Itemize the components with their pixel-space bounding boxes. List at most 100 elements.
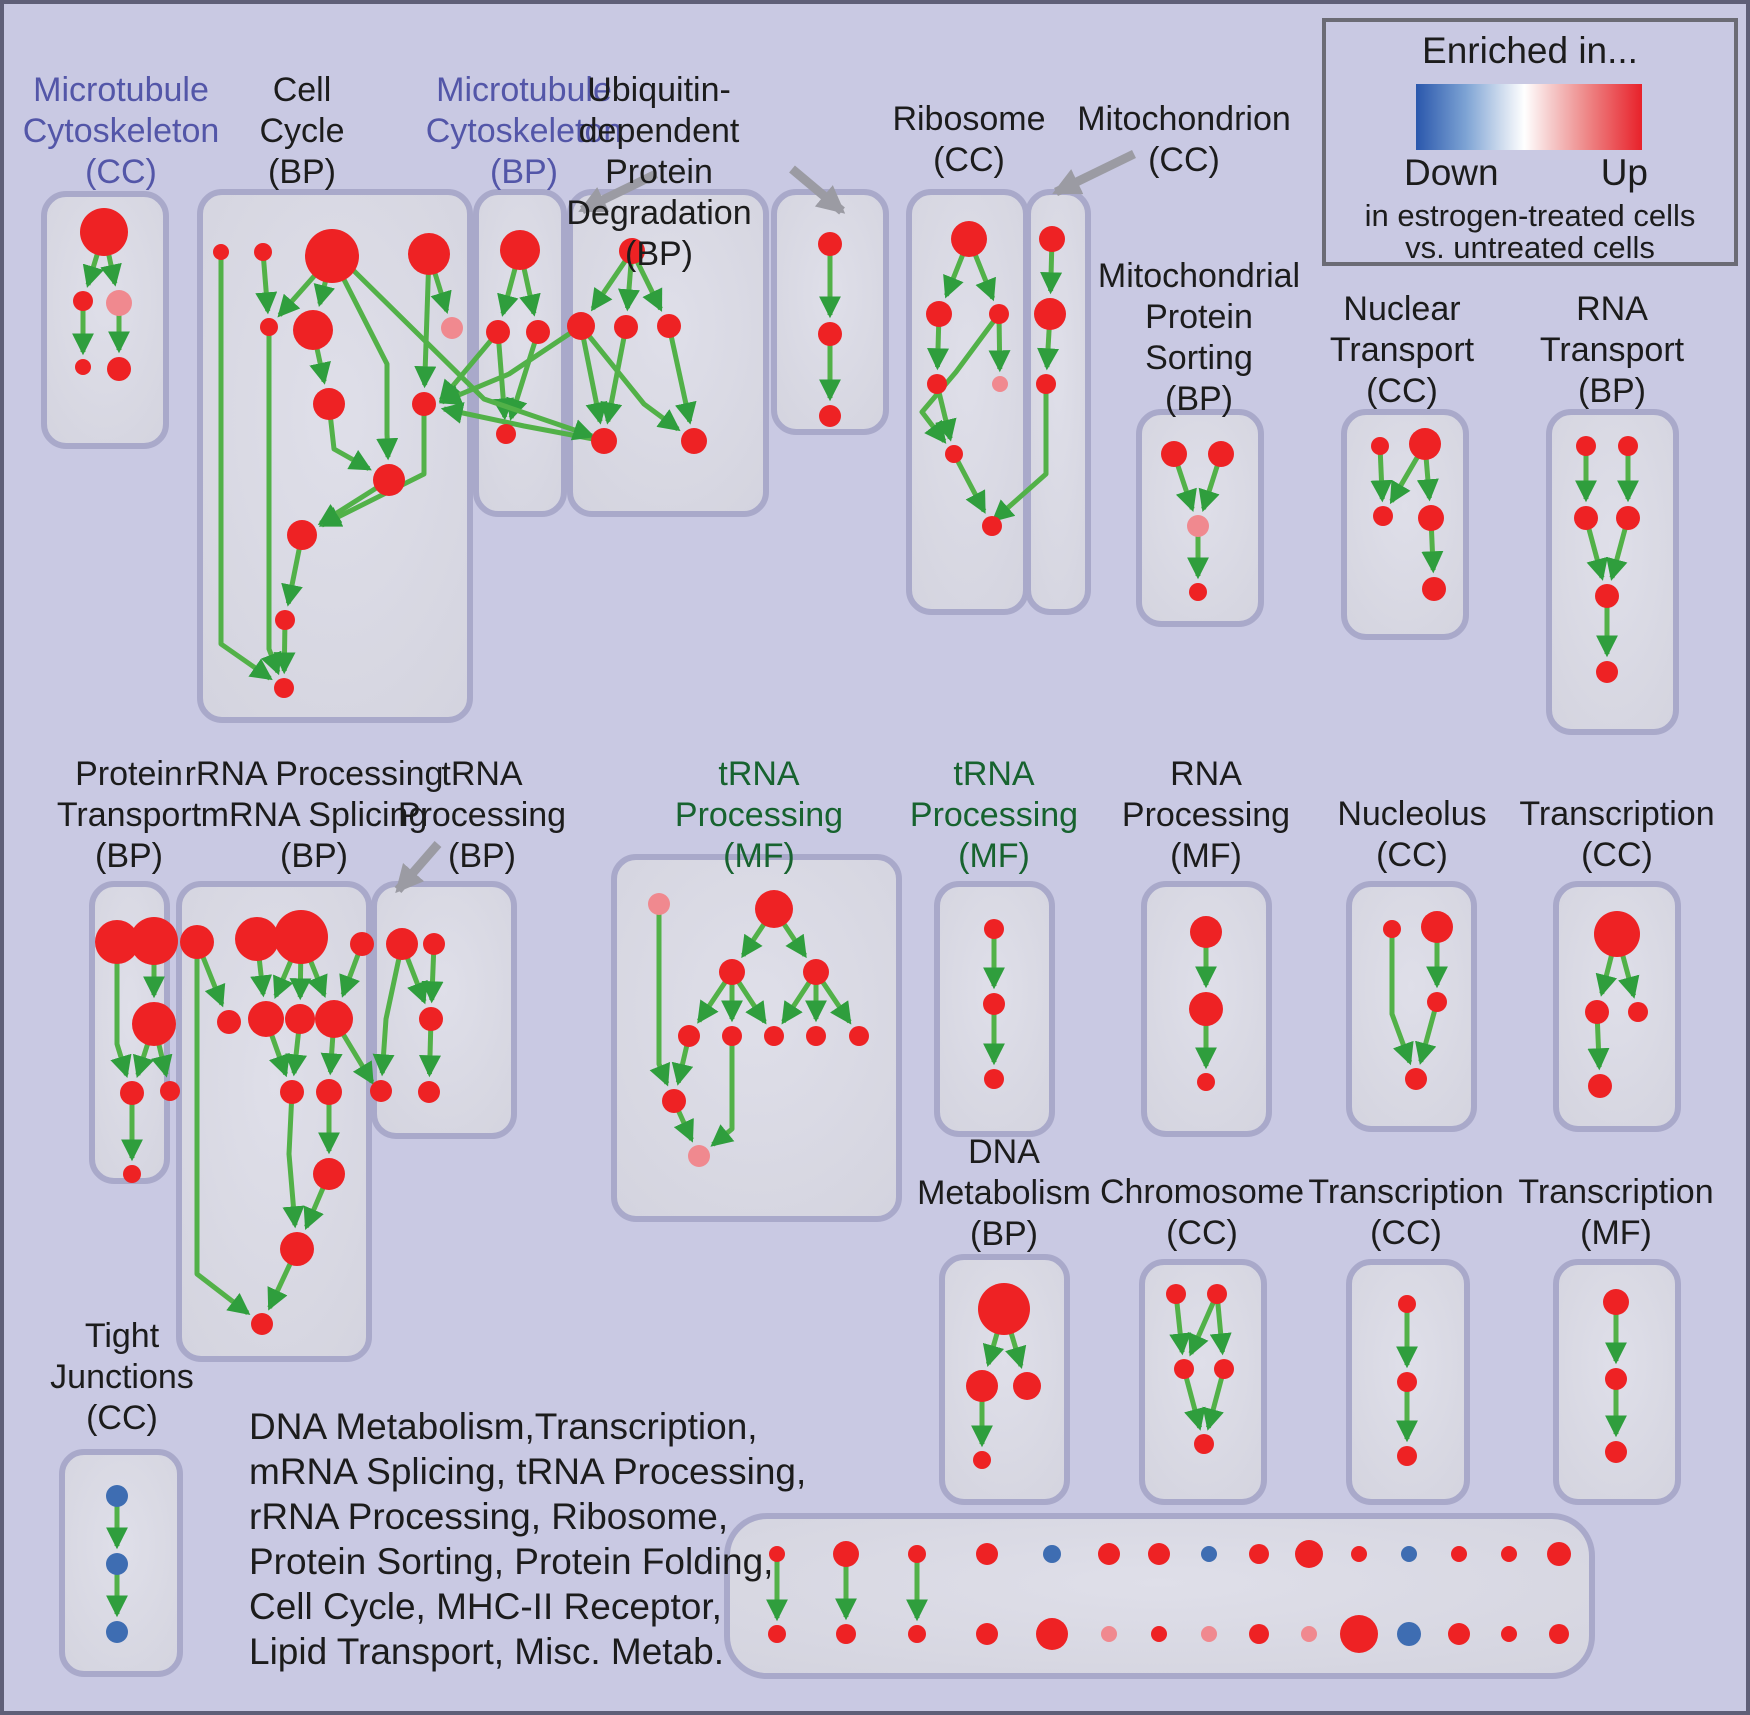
go-hierarchy-edge bbox=[1415, 1001, 1440, 1065]
go-term-node bbox=[989, 304, 1009, 324]
mitochondrial-protein-sorting-bp-label: Mitochondrial Protein Sorting (BP) bbox=[1097, 257, 1301, 418]
nuclear-transport-cc-box bbox=[1341, 409, 1469, 640]
go-term-node bbox=[769, 1546, 785, 1562]
go-term-node bbox=[160, 1081, 180, 1101]
go-term-node bbox=[1451, 1546, 1467, 1562]
go-term-node bbox=[496, 424, 516, 444]
go-term-node bbox=[80, 208, 128, 256]
go-term-node bbox=[836, 1624, 856, 1644]
go-term-node bbox=[275, 610, 295, 630]
go-term-node bbox=[806, 1026, 826, 1046]
go-hierarchy-edge bbox=[110, 942, 132, 1078]
misc-clusters-annotation: DNA Metabolism,Transcription, mRNA Splici… bbox=[249, 1404, 806, 1674]
annotation-line: rRNA Processing, Ribosome, bbox=[249, 1496, 729, 1537]
chromosome-cc-box bbox=[1139, 1259, 1267, 1505]
go-hierarchy-edge bbox=[1181, 1368, 1206, 1431]
microtubule-cytoskeleton-bp-label: Microtubule Cytoskeleton (BP) bbox=[425, 71, 623, 191]
go-term-node bbox=[386, 928, 418, 960]
go-term-node bbox=[1373, 506, 1393, 526]
go-term-node bbox=[1301, 1626, 1317, 1642]
go-term-node bbox=[619, 238, 645, 264]
go-term-node bbox=[1013, 1372, 1041, 1400]
go-term-node bbox=[1340, 1615, 1378, 1653]
go-term-node bbox=[1421, 911, 1453, 943]
go-term-node bbox=[849, 1026, 869, 1046]
go-term-node bbox=[945, 445, 963, 463]
go-term-node bbox=[1371, 437, 1389, 455]
ubiquitin-dependent-protein-degradation-bp-label: Ubiquitin-dependent Protein Degradation (BP… bbox=[566, 71, 752, 273]
go-term-node bbox=[305, 229, 359, 283]
go-term-node bbox=[274, 678, 294, 698]
go-term-node bbox=[316, 1079, 342, 1105]
go-term-node bbox=[764, 1026, 784, 1046]
go-term-node bbox=[1207, 1284, 1227, 1304]
cell-cycle-bp-label: Cell Cycle (BP) bbox=[259, 71, 345, 191]
go-term-node bbox=[285, 1004, 315, 1034]
go-term-node bbox=[976, 1543, 998, 1565]
go-term-node bbox=[1401, 1546, 1417, 1562]
go-term-node bbox=[951, 221, 987, 257]
annotation-line: mRNA Splicing, tRNA Processing, bbox=[249, 1451, 807, 1492]
go-term-node bbox=[350, 932, 374, 956]
go-term-node bbox=[500, 230, 540, 270]
node-layer bbox=[73, 208, 1648, 1653]
annotation-line: Lipid Transport, Misc. Metab. bbox=[249, 1631, 725, 1672]
go-term-node bbox=[818, 322, 842, 346]
trna-processing-bp-box bbox=[371, 881, 517, 1139]
go-term-node bbox=[1189, 583, 1207, 601]
go-term-node bbox=[1101, 1626, 1117, 1642]
go-term-node bbox=[486, 320, 510, 344]
annotation-line: DNA Metabolism,Transcription, bbox=[249, 1406, 758, 1447]
go-term-node bbox=[132, 1002, 176, 1046]
annotation-line: Cell Cycle, MHC-II Receptor, bbox=[249, 1586, 722, 1627]
go-hierarchy-edge bbox=[218, 252, 273, 681]
go-term-node bbox=[678, 1025, 700, 1047]
go-hierarchy-edge bbox=[649, 904, 671, 1087]
go-term-node bbox=[106, 1553, 128, 1575]
go-term-node bbox=[567, 312, 595, 340]
go-term-node bbox=[213, 244, 229, 260]
nucleolus-cc-box bbox=[1346, 881, 1477, 1132]
legend-scale-row: Down Up bbox=[1404, 152, 1648, 194]
go-term-node bbox=[1098, 1543, 1120, 1565]
go-term-node bbox=[1596, 661, 1618, 683]
go-term-node bbox=[978, 1283, 1030, 1335]
mitochondrion-cc-label: Mitochondrion (CC) bbox=[1077, 100, 1291, 179]
go-term-node bbox=[1422, 577, 1446, 601]
go-term-node bbox=[418, 1081, 440, 1103]
go-term-node bbox=[441, 317, 463, 339]
go-term-node bbox=[1034, 298, 1066, 330]
go-term-node bbox=[755, 890, 793, 928]
go-hierarchy-edge bbox=[194, 942, 251, 1316]
go-term-node bbox=[130, 917, 178, 965]
go-term-node bbox=[1208, 441, 1234, 467]
go-term-node bbox=[1501, 1626, 1517, 1642]
go-term-node bbox=[722, 1026, 742, 1046]
annotation-line: Protein Sorting, Protein Folding, bbox=[249, 1541, 774, 1582]
go-term-node bbox=[966, 1370, 998, 1402]
ribosome-cc-label: Ribosome (CC) bbox=[892, 100, 1046, 179]
go-term-node bbox=[1397, 1446, 1417, 1466]
go-term-node bbox=[1397, 1372, 1417, 1392]
go-term-node bbox=[1383, 920, 1401, 938]
go-hierarchy-edge bbox=[579, 324, 681, 432]
go-term-node bbox=[287, 520, 317, 550]
go-term-node bbox=[976, 1623, 998, 1645]
go-term-node bbox=[106, 1485, 128, 1507]
go-hierarchy-edge bbox=[1389, 929, 1414, 1066]
network-diagram bbox=[41, 149, 1681, 1679]
go-term-node bbox=[1628, 1002, 1648, 1022]
go-term-node bbox=[1574, 506, 1598, 530]
go-term-node bbox=[1448, 1623, 1470, 1645]
go-hierarchy-edge bbox=[282, 1091, 305, 1229]
go-term-node bbox=[1605, 1441, 1627, 1463]
go-term-node bbox=[1148, 1543, 1170, 1565]
protein-transport-bp-label: Protein Transport (BP) bbox=[56, 755, 202, 875]
transcription-cc-2-label: Transcription (CC) bbox=[1308, 1173, 1504, 1252]
go-term-node bbox=[235, 917, 279, 961]
go-term-node bbox=[412, 392, 436, 416]
go-term-node bbox=[280, 1080, 304, 1104]
go-term-node bbox=[75, 359, 91, 375]
go-term-node bbox=[1547, 1542, 1571, 1566]
